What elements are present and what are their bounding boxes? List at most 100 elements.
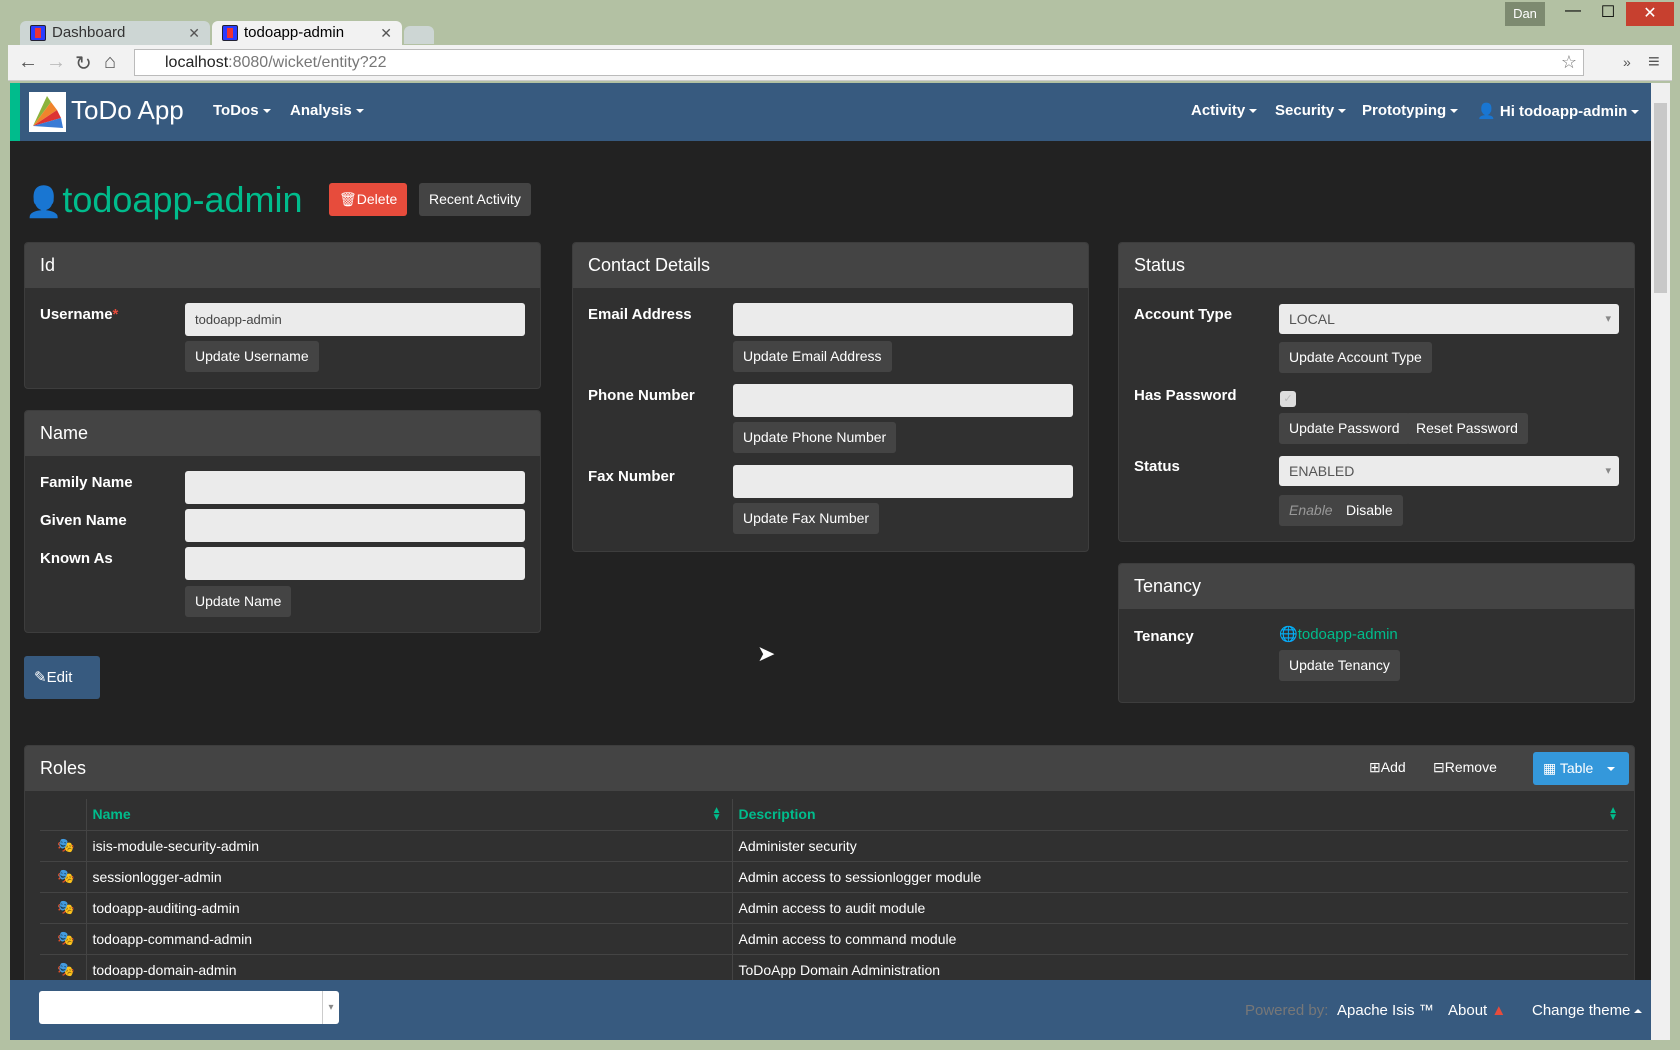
about-link[interactable]: About ▲ [1448, 1002, 1506, 1019]
role-name-cell[interactable]: todoapp-domain-admin [86, 953, 733, 985]
main-content: 👤todoapp-admin 🗑Delete Recent Activity I… [10, 141, 1651, 1005]
button-label: Table [1559, 760, 1594, 776]
delete-button[interactable]: 🗑Delete [329, 183, 408, 216]
fax-field[interactable] [733, 465, 1073, 498]
phone-field[interactable] [733, 384, 1073, 417]
tab-todoapp-admin[interactable]: todoapp-admin ✕ [212, 21, 402, 45]
back-icon[interactable]: ← [18, 51, 38, 73]
caret-down-icon [1631, 110, 1640, 115]
new-tab-button[interactable] [404, 26, 434, 44]
given-name-field[interactable] [185, 509, 525, 542]
user-icon: 👤 [1477, 103, 1500, 120]
update-fax-button[interactable]: Update Fax Number [733, 503, 880, 534]
menu-user[interactable]: 👤 Hi todoapp-admin [1477, 102, 1640, 120]
caret-down-icon [1249, 109, 1258, 114]
header-label: Description [738, 806, 816, 823]
menu-activity[interactable]: Activity [1191, 102, 1258, 119]
known-as-label: Known As [40, 550, 113, 567]
brand-name[interactable]: ToDo App [71, 95, 184, 125]
update-account-type-button[interactable]: Update Account Type [1279, 342, 1432, 373]
home-icon[interactable]: ⌂ [104, 51, 117, 73]
scrollbar-thumb[interactable] [1654, 103, 1667, 293]
menu-todos[interactable]: ToDos [213, 102, 271, 119]
scrollbar[interactable] [1651, 83, 1670, 1040]
brand-logo [29, 92, 66, 132]
link-text: About [1448, 1002, 1488, 1019]
role-name-cell[interactable]: todoapp-auditing-admin [86, 891, 733, 923]
table-row[interactable]: 🎭 sessionlogger-admin Admin access to sess… [40, 860, 1628, 892]
menu-analysis[interactable]: Analysis [290, 102, 364, 119]
role-name-cell[interactable]: todoapp-command-admin [86, 922, 733, 954]
update-tenancy-button[interactable]: Update Tenancy [1279, 650, 1400, 681]
tenancy-panel: Tenancy Tenancy 🌐todoapp-admin Update Te… [1118, 563, 1635, 703]
close-window-button[interactable]: ✕ [1626, 2, 1674, 26]
status-select[interactable]: ENABLED [1279, 456, 1619, 486]
link-text: todoapp-admin [1297, 626, 1398, 643]
role-description-cell: Administer security [732, 829, 1628, 861]
disable-button[interactable]: Disable [1336, 495, 1403, 526]
username-field[interactable]: todoapp-admin [185, 303, 525, 336]
close-tab-icon[interactable]: ✕ [380, 25, 392, 41]
table-row[interactable]: 🎭 todoapp-auditing-admin Admin access to a… [40, 891, 1628, 923]
role-name-cell[interactable]: isis-module-security-admin [86, 829, 733, 861]
role-masks-icon[interactable]: 🎭 [40, 953, 87, 985]
has-password-label: Has Password [1134, 387, 1237, 404]
reset-password-button[interactable]: Reset Password [1406, 413, 1528, 444]
apache-isis-link[interactable]: Apache Isis ™ [1337, 1002, 1434, 1019]
tab-dashboard[interactable]: Dashboard ✕ [20, 21, 210, 45]
sort-icon[interactable]: ▲ ▼ [711, 805, 722, 823]
add-role-button[interactable]: ⊞Add [1369, 759, 1406, 776]
bookmark-star-icon[interactable]: ☆ [1560, 52, 1577, 72]
change-theme-link[interactable]: Change theme [1532, 1002, 1643, 1019]
role-masks-icon[interactable]: 🎭 [40, 860, 87, 892]
menu-security[interactable]: Security [1275, 102, 1347, 119]
view-selector-button[interactable]: ▦ Table [1533, 752, 1629, 785]
role-masks-icon[interactable]: 🎭 [40, 829, 87, 861]
caret-up-icon [1634, 1009, 1643, 1014]
table-row[interactable]: 🎭 isis-module-security-admin Administer se… [40, 829, 1628, 861]
panel-title: Status [1119, 243, 1634, 288]
recent-activity-button[interactable]: Recent Activity [419, 183, 531, 216]
role-masks-icon[interactable]: 🎭 [40, 891, 87, 923]
status-panel: Status Account Type LOCAL Update Account… [1118, 242, 1635, 542]
column-header-description[interactable]: Description ▲ ▼ [732, 799, 1628, 830]
update-password-button[interactable]: Update Password [1279, 413, 1410, 444]
address-bar[interactable]: localhost:8080/wicket/entity?22 ☆ [134, 49, 1584, 76]
account-type-select[interactable]: LOCAL [1279, 304, 1619, 334]
sort-icon[interactable]: ▲ ▼ [1608, 805, 1618, 823]
maximize-button[interactable]: ☐ [1600, 4, 1616, 21]
menu-icon[interactable]: ≡ [1648, 51, 1660, 73]
tenancy-label: Tenancy [1134, 628, 1194, 645]
update-username-button[interactable]: Update Username [185, 341, 319, 372]
forward-icon[interactable]: → [46, 51, 66, 73]
column-header-name[interactable]: Name ▲ ▼ [86, 799, 733, 830]
enable-button[interactable]: Enable [1279, 495, 1343, 526]
remove-role-button[interactable]: ⊟Remove [1433, 759, 1497, 776]
family-name-field[interactable] [185, 471, 525, 504]
menu-label: Prototyping [1362, 102, 1447, 119]
roles-table: Name ▲ ▼ Description ▲ ▼ 🎭 isis-module-securi… [40, 799, 1628, 985]
edit-button[interactable]: ✎Edit [24, 656, 100, 699]
extensions-chevron-icon[interactable]: » [1623, 54, 1631, 70]
reload-icon[interactable]: ↻ [75, 53, 92, 75]
role-name-cell[interactable]: sessionlogger-admin [86, 860, 733, 892]
update-phone-button[interactable]: Update Phone Number [733, 422, 897, 453]
table-row[interactable]: 🎭 todoapp-command-admin Admin access to co… [40, 922, 1628, 954]
role-masks-icon[interactable]: 🎭 [40, 922, 87, 954]
menu-label: Analysis [290, 102, 352, 119]
known-as-field[interactable] [185, 547, 525, 580]
table-row[interactable]: 🎭 todoapp-domain-admin ToDoApp Domain Admi… [40, 953, 1628, 985]
button-label: Remove [1444, 759, 1497, 775]
update-name-button[interactable]: Update Name [185, 586, 292, 617]
update-email-button[interactable]: Update Email Address [733, 341, 892, 372]
plus-square-icon: ⊞ [1369, 759, 1381, 775]
tenancy-link[interactable]: 🌐todoapp-admin [1279, 625, 1398, 643]
caret-down-icon[interactable]: ▾ [322, 991, 339, 1024]
minimize-button[interactable]: — [1565, 2, 1581, 19]
footer-select[interactable]: ▾ [39, 991, 339, 1024]
menu-prototyping[interactable]: Prototyping [1362, 102, 1459, 119]
has-password-checkbox[interactable]: ✓ [1280, 391, 1296, 407]
email-field[interactable] [733, 303, 1073, 336]
close-tab-icon[interactable]: ✕ [188, 25, 200, 41]
id-panel: Id Username* todoapp-admin Update Userna… [24, 242, 541, 389]
